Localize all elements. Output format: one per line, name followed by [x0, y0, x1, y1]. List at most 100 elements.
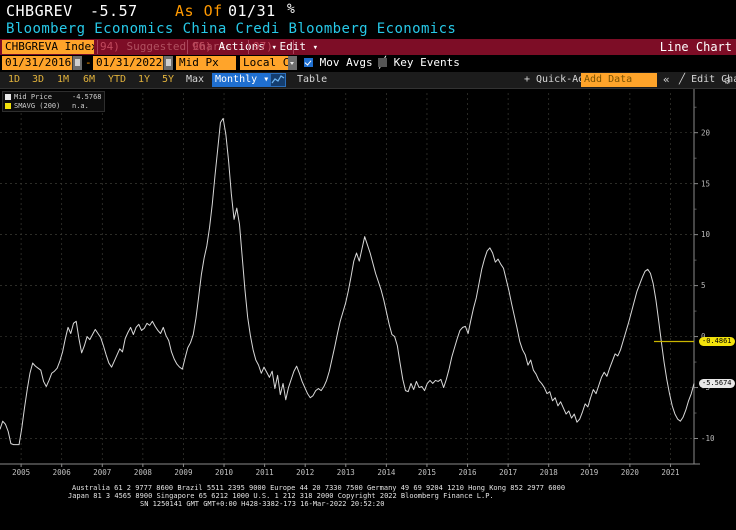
legend-swatch-smavg — [5, 102, 11, 109]
x-axis-tick-label: 2014 — [377, 468, 396, 477]
page-title: Bloomberg Economics China Credi Bloomber… — [6, 21, 457, 37]
currency-dropdown-button[interactable] — [288, 56, 297, 70]
x-axis-tick-label: 2017 — [499, 468, 517, 477]
chart-legend: Mid Price -4.5768 SMAVG (200) n.a. — [2, 91, 105, 112]
chart-type-label: Line Chart — [659, 40, 732, 54]
footer-line-3: SN 1250141 GMT GMT+0:00 H428-3382-173 16… — [140, 500, 385, 508]
x-axis-tick-label: 2019 — [580, 468, 598, 477]
x-axis-tick-label: 2013 — [337, 468, 355, 477]
header-title-row: Bloomberg Economics China Credi Bloomber… — [0, 21, 736, 39]
controls-row: 01/31/2016 - 01/31/2022 Mid Px Local CCY… — [0, 55, 736, 72]
y-axis-tick-label: 20 — [701, 128, 711, 137]
footer-contact-bar: Australia 61 2 9777 8600 Brazil 5511 239… — [0, 483, 736, 530]
add-data-input[interactable]: Add Data — [581, 73, 657, 87]
pencil-icon: ╱ — [679, 74, 686, 85]
header-unit: % — [287, 2, 295, 17]
calendar-icon-start[interactable] — [72, 56, 82, 70]
legend-row: Mid Price -4.5768 — [5, 93, 102, 102]
smavg-value-flag: -0.4861 — [699, 337, 735, 347]
header-as-of-date: 01/31 — [228, 2, 276, 20]
start-date-input[interactable]: 01/31/2016 — [2, 56, 72, 70]
period-button-ytd[interactable]: YTD — [107, 74, 127, 85]
x-axis-tick-label: 2020 — [621, 468, 640, 477]
command-bar: CHBGREVA Index 94) Suggested Charts 96) … — [0, 39, 736, 55]
line-chart-icon[interactable] — [270, 73, 286, 87]
y-axis-tick-label: -10 — [701, 434, 715, 443]
actions-number: 96) — [192, 40, 212, 53]
security-input[interactable]: CHBGREVA Index — [2, 40, 94, 54]
legend-row: SMAVG (200) n.a. — [5, 102, 102, 111]
suggested-charts-label: Suggested Charts — [126, 40, 233, 53]
period-button-5y[interactable]: 5Y — [161, 74, 175, 85]
gear-icon[interactable]: ⚙ — [724, 74, 731, 87]
y-axis-tick-label: 0 — [701, 332, 706, 341]
legend-name-smavg: SMAVG (200) — [14, 101, 61, 110]
x-axis-tick-label: 2015 — [418, 468, 436, 477]
edit-label: Edit — [280, 40, 307, 53]
edit-menu[interactable]: 97) Edit ▾ — [253, 40, 318, 55]
calendar-icon-end[interactable] — [163, 56, 173, 70]
key-events-label: Key Events — [393, 56, 460, 69]
y-axis-tick-label: 10 — [701, 230, 711, 239]
header-price: -5.57 — [90, 2, 138, 20]
mov-avgs-label: Mov Avgs — [319, 56, 373, 69]
header-value-row: CHBGREV -5.57 As Of 01/31 % — [0, 0, 736, 21]
x-axis-tick-label: 2008 — [134, 468, 153, 477]
key-events-toggle[interactable]: Key Events — [378, 56, 460, 70]
chart-axes: 20151050-5-10200520062007200820092010201… — [0, 89, 715, 477]
quick-add-label: + Quick-Add — [524, 74, 591, 85]
actions-menu[interactable]: 96) Actions ▾ — [192, 40, 277, 55]
x-axis-tick-label: 2006 — [53, 468, 72, 477]
x-axis-tick-label: 2005 — [12, 468, 30, 477]
chevron-down-icon: ▾ — [263, 74, 270, 85]
y-axis-tick-label: 5 — [701, 281, 706, 290]
command-divider — [293, 40, 294, 54]
x-axis-tick-label: 2018 — [540, 468, 559, 477]
frequency-label: Monthly — [215, 74, 258, 85]
header-as-of-label: As Of — [175, 2, 223, 20]
mid-price-line — [0, 117, 695, 446]
checkbox-unchecked-icon[interactable] — [378, 58, 387, 67]
suggested-charts-menu[interactable]: 94) Suggested Charts — [100, 40, 232, 54]
end-date-input[interactable]: 01/31/2022 — [93, 56, 163, 70]
y-axis-tick-label: 15 — [701, 179, 710, 188]
footer-line-1: Australia 61 2 9777 8600 Brazil 5511 239… — [72, 484, 566, 492]
edit-chart-label: Edit Chart — [691, 74, 736, 85]
suggested-charts-number: 94) — [100, 40, 120, 53]
period-button-1m[interactable]: 1M — [56, 74, 70, 85]
footer-line-2: Japan 81 3 4565 8900 Singapore 65 6212 1… — [68, 492, 494, 500]
chart-gridlines — [0, 93, 694, 464]
collapse-panel-icon[interactable]: « — [663, 73, 670, 86]
header-ticker: CHBGREV — [6, 2, 73, 20]
period-button-3d[interactable]: 3D — [31, 74, 45, 85]
chart-canvas[interactable]: 20151050-5-10200520062007200820092010201… — [0, 89, 736, 481]
x-axis-tick-label: 2011 — [256, 468, 274, 477]
x-axis-tick-label: 2007 — [93, 468, 111, 477]
table-tab[interactable]: Table — [297, 74, 328, 85]
price-type-input[interactable]: Mid Px — [176, 56, 236, 70]
x-axis-tick-label: 2012 — [296, 468, 314, 477]
x-axis-tick-label: 2010 — [215, 468, 234, 477]
period-button-max[interactable]: Max — [185, 74, 205, 85]
period-toolbar: 1D 3D 1M 6M YTD 1Y 5Y Max Monthly ▾ Tabl… — [0, 72, 736, 89]
legend-swatch-mid-price — [5, 94, 11, 101]
period-button-6m[interactable]: 6M — [82, 74, 96, 85]
chevron-down-icon: ▾ — [271, 43, 277, 53]
command-divider — [97, 40, 98, 54]
date-range-dash: - — [85, 56, 92, 69]
x-axis-tick-label: 2016 — [459, 468, 478, 477]
edit-chart-button[interactable]: ╱ Edit Chart — [679, 73, 736, 87]
x-axis-tick-label: 2021 — [661, 468, 679, 477]
checkbox-checked-icon[interactable] — [304, 58, 313, 67]
command-divider — [187, 40, 188, 54]
period-button-1d[interactable]: 1D — [7, 74, 21, 85]
actions-label: Actions — [218, 40, 265, 53]
currency-input[interactable]: Local CCY — [240, 56, 288, 70]
legend-name-mid-price: Mid Price — [14, 93, 52, 101]
period-button-1y[interactable]: 1Y — [137, 74, 151, 85]
mov-avgs-toggle[interactable]: Mov Avgs ╱ — [304, 56, 386, 70]
frequency-selector[interactable]: Monthly ▾ — [212, 73, 273, 87]
edit-number: 97) — [253, 40, 273, 53]
command-divider — [248, 40, 249, 54]
